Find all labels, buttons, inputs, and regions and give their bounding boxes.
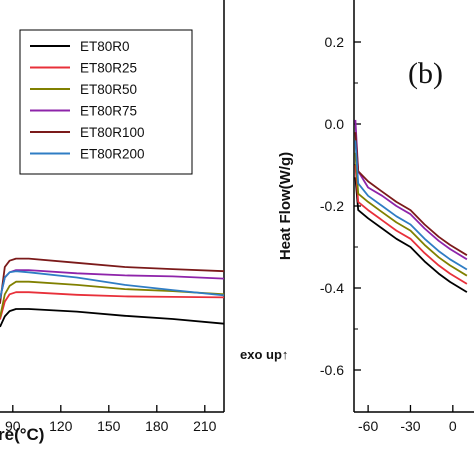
panel-a-series-et80r25 bbox=[0, 291, 225, 320]
panel-a-x-tick-label: 180 bbox=[145, 418, 169, 434]
panel-a-series-et80r75 bbox=[0, 269, 225, 299]
panel-b-series-et80r100 bbox=[354, 132, 468, 256]
panel-b-series-et80r0 bbox=[354, 177, 468, 293]
legend-label-et80r50: ET80R50 bbox=[80, 82, 137, 97]
legend-label-et80r100: ET80R100 bbox=[80, 125, 145, 140]
panel-b-series-et80r25 bbox=[354, 164, 468, 285]
panel-b-y-tick-label: 0.0 bbox=[325, 116, 345, 132]
panel-b-x-tick-label: -30 bbox=[400, 418, 420, 434]
panel-b-series bbox=[354, 119, 468, 293]
panel-b: 0.2 0.0 -0.2 -0.4 -0.6 -60 -30 0 Heat Flow(W/g)… bbox=[240, 0, 474, 434]
panel-b-y-axis-title: Heat Flow(W/g) bbox=[277, 152, 294, 260]
legend-label-et80r25: ET80R25 bbox=[80, 61, 137, 76]
legend-label-et80r75: ET80R75 bbox=[80, 104, 137, 119]
panel-a-legend: ET80R0 ET80R25 ET80R50 ET80R75 ET80R100 ET80R… bbox=[19, 29, 193, 175]
legend-box bbox=[19, 29, 193, 175]
exo-up-annotation: exo up↑ bbox=[240, 347, 288, 362]
panel-a: 90 120 150 180 210 re(°C) ET80R0ET80R25ET80R… bbox=[0, 0, 225, 444]
panel-a-x-tick-label: 150 bbox=[97, 418, 121, 434]
panel-b-y-tick-label: 0.2 bbox=[325, 34, 345, 50]
panel-a-series-et80r100 bbox=[0, 257, 225, 304]
panel-b-y-tick-label: -0.6 bbox=[320, 362, 344, 378]
legend-label-et80r0: ET80R0 bbox=[80, 39, 130, 54]
panel-a-x-ticks: 90 120 150 180 210 bbox=[5, 405, 217, 434]
panel-a-x-tick-label: 210 bbox=[193, 418, 217, 434]
panel-a-x-axis-title: re(°C) bbox=[0, 425, 44, 444]
panel-b-x-tick-label: 0 bbox=[449, 418, 457, 434]
panel-b-series-et80r75 bbox=[354, 119, 468, 261]
panel-a-x-tick-label: 90 bbox=[5, 418, 21, 434]
panel-a-series bbox=[0, 257, 225, 328]
legend-label-et80r200: ET80R200 bbox=[80, 147, 145, 162]
panel-a-series-et80r0 bbox=[0, 308, 225, 328]
panel-b-x-tick-label: -60 bbox=[358, 418, 378, 434]
panel-b-y-tick-label: -0.4 bbox=[320, 280, 344, 296]
panel-a-series-et80r50 bbox=[0, 280, 225, 318]
panel-b-y-tick-label: -0.2 bbox=[320, 198, 344, 214]
panel-b-series-et80r50 bbox=[354, 152, 468, 277]
panel-a-x-tick-label: 120 bbox=[49, 418, 73, 434]
panel-b-ticks: 0.2 0.0 -0.2 -0.4 -0.6 -60 -30 0 bbox=[320, 34, 457, 434]
panel-a-series-et80r200 bbox=[0, 270, 225, 299]
panel-b-label: (b) bbox=[408, 57, 443, 90]
panel-b-series-et80r200 bbox=[354, 140, 468, 271]
